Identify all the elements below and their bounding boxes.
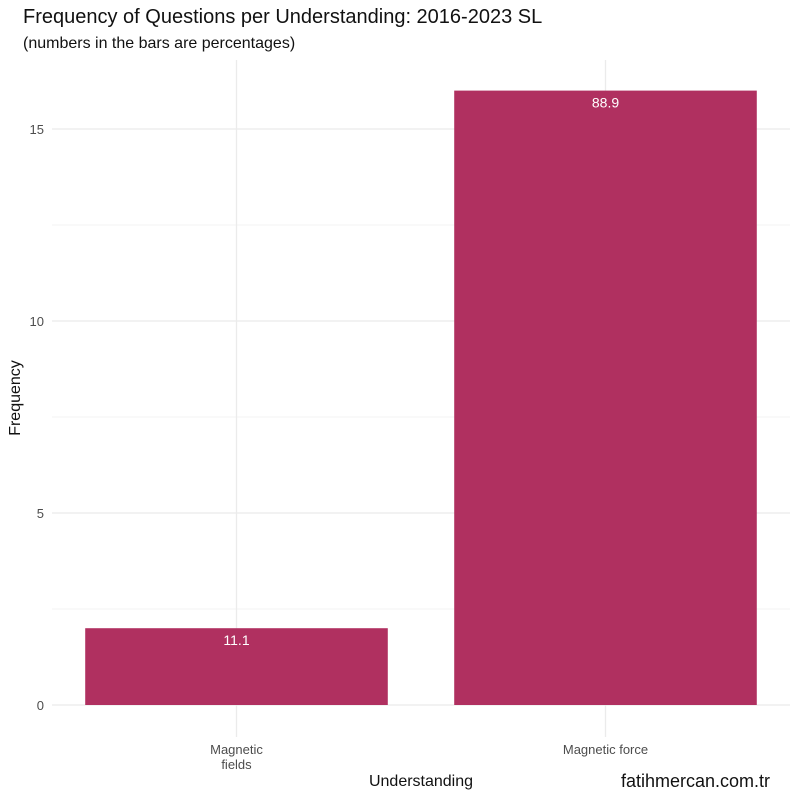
- bar-labels: 11.1 88.9: [223, 95, 619, 649]
- chart-title: Frequency of Questions per Understanding…: [23, 6, 543, 28]
- x-tick-label: Magnetic fields: [210, 742, 263, 772]
- bar-label: 88.9: [592, 95, 619, 111]
- y-tick-label: 5: [37, 506, 44, 521]
- caption: fatihmercan.com.tr: [620, 771, 770, 791]
- bar: [85, 628, 388, 705]
- y-tick-label: 10: [30, 314, 44, 329]
- y-tick-label: 15: [30, 122, 44, 137]
- bar-label: 11.1: [223, 632, 249, 648]
- bars: [85, 90, 757, 706]
- x-tick-label-line: Magnetic: [210, 742, 263, 757]
- x-tick-label-line: fields: [221, 757, 252, 772]
- y-tick-labels: 0 5 10 15: [30, 122, 44, 713]
- chart-subtitle: (numbers in the bars are percentages): [23, 35, 296, 52]
- x-tick-labels: Magnetic fields Magnetic force: [210, 742, 648, 772]
- x-tick-label-line: Magnetic force: [563, 742, 648, 757]
- x-tick-label: Magnetic force: [563, 742, 648, 757]
- x-axis-label: Understanding: [368, 773, 474, 790]
- bar: [454, 90, 757, 706]
- y-tick-label: 0: [37, 698, 44, 713]
